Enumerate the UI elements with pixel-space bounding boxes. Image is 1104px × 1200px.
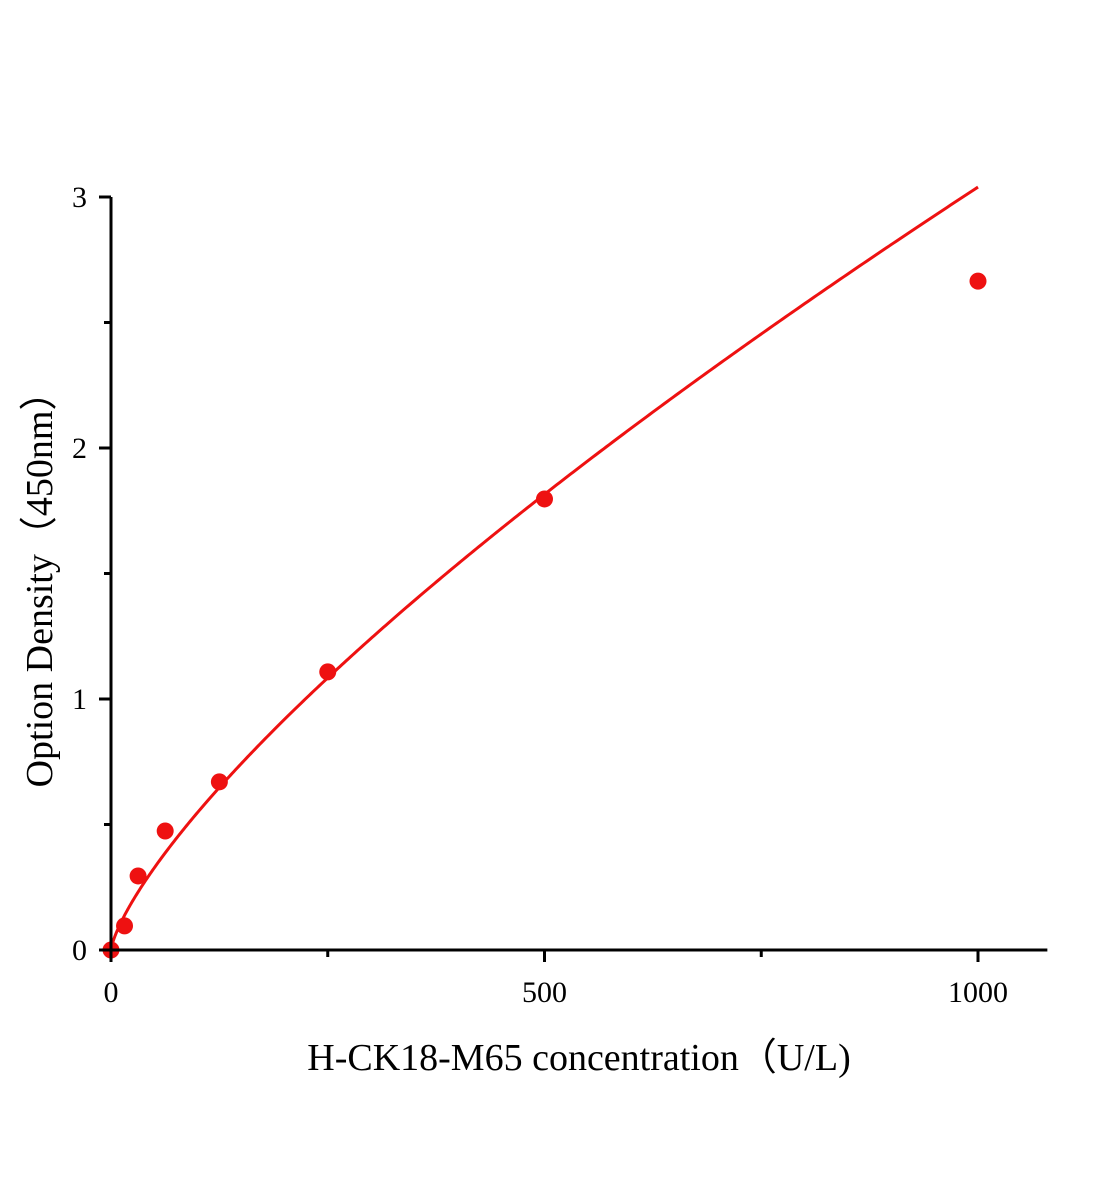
data-point <box>129 867 147 885</box>
data-point <box>319 663 337 681</box>
y-tick-label: 2 <box>72 432 87 465</box>
fit-curve <box>109 185 979 951</box>
y-tick-label: 3 <box>72 181 87 214</box>
x-axis-title: H-CK18-M65 concentration（U/L) <box>307 1037 851 1079</box>
data-point <box>156 822 174 840</box>
y-tick-label: 0 <box>72 934 87 967</box>
data-point <box>116 917 134 935</box>
x-tick-label: 1000 <box>948 976 1008 1009</box>
data-point <box>536 490 553 508</box>
y-tick-label: 1 <box>72 683 87 716</box>
x-tick-label: 0 <box>104 976 119 1009</box>
x-tick-label: 500 <box>522 976 567 1009</box>
data-point <box>210 773 228 791</box>
data-point <box>969 272 987 290</box>
y-axis-title: Option Density（450nm） <box>19 373 61 788</box>
